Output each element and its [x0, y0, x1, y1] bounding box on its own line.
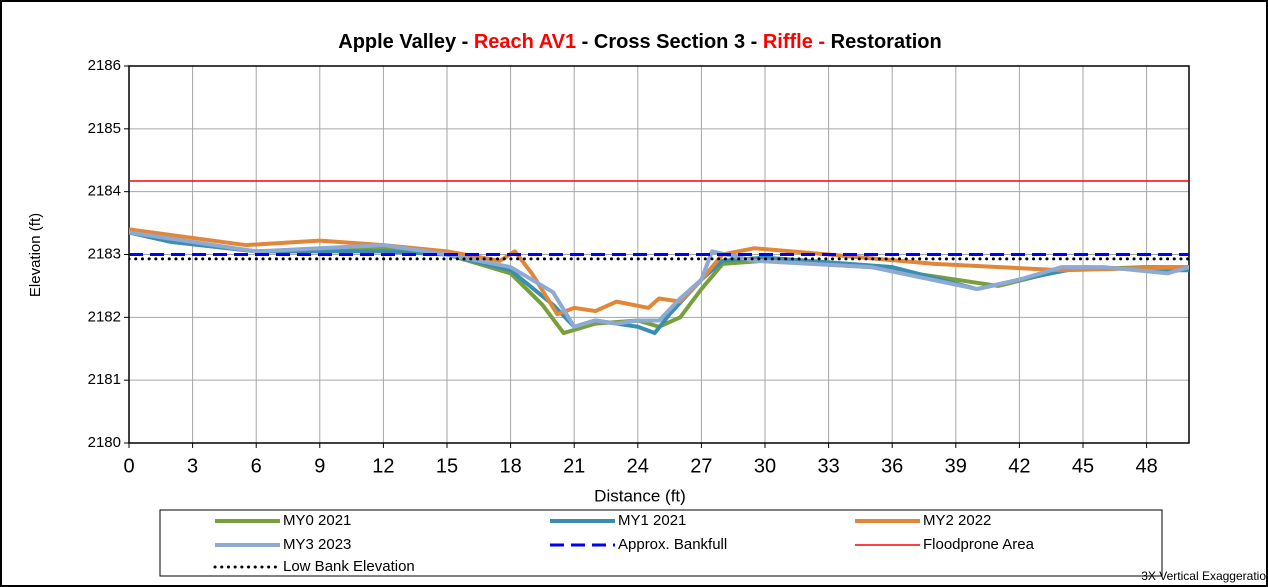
- y-axis-label: Elevation (ft): [27, 213, 44, 297]
- legend-label: Low Bank Elevation: [283, 558, 415, 575]
- x-tick-label: 21: [563, 455, 585, 477]
- legend-label: Approx. Bankfull: [618, 536, 727, 553]
- y-tick-label: 2184: [88, 183, 121, 200]
- y-tick-label: 2186: [88, 57, 121, 74]
- title-part: Riffle -: [763, 31, 825, 53]
- legend: [159, 509, 1163, 577]
- legend-label: MY1 2021: [618, 512, 686, 529]
- x-tick-label: 30: [754, 455, 776, 477]
- legend-label: Floodprone Area: [923, 536, 1035, 553]
- series-line: [129, 230, 1189, 329]
- x-tick-label: 39: [945, 455, 967, 477]
- title-part: Apple Valley -: [338, 31, 474, 53]
- x-tick-label: 18: [499, 455, 521, 477]
- title-part: Restoration: [825, 31, 942, 53]
- y-tick-label: 2182: [88, 308, 121, 325]
- x-tick-label: 42: [1008, 455, 1030, 477]
- title-part: - Cross Section 3 -: [576, 31, 763, 53]
- legend-label: MY0 2021: [283, 512, 351, 529]
- x-tick-label: 27: [690, 455, 712, 477]
- x-tick-label: 36: [881, 455, 903, 477]
- x-tick-label: 0: [123, 455, 134, 477]
- x-tick-label: 24: [627, 455, 649, 477]
- x-tick-label: 3: [187, 455, 198, 477]
- x-tick-label: 6: [251, 455, 262, 477]
- series-layer: [129, 180, 1189, 336]
- x-tick-label: 12: [372, 455, 394, 477]
- y-tick-label: 2180: [88, 434, 121, 451]
- x-axis-label: Distance (ft): [594, 486, 686, 505]
- chart-title: Apple Valley - Reach AV1 - Cross Section…: [338, 31, 942, 53]
- y-tick-label: 2185: [88, 120, 121, 137]
- legend-label: MY2 2022: [923, 512, 991, 529]
- annotation: 3X Vertical Exaggeratio: [1141, 569, 1266, 583]
- y-tick-label: 2183: [88, 245, 121, 262]
- x-tick-label: 33: [817, 455, 839, 477]
- title-part: Reach AV1: [474, 31, 576, 53]
- x-tick-label: 48: [1135, 455, 1157, 477]
- x-tick-label: 15: [436, 455, 458, 477]
- x-tick-label: 45: [1072, 455, 1094, 477]
- legend-label: MY3 2023: [283, 536, 351, 553]
- x-tick-label: 9: [314, 455, 325, 477]
- y-tick-label: 2181: [88, 371, 121, 388]
